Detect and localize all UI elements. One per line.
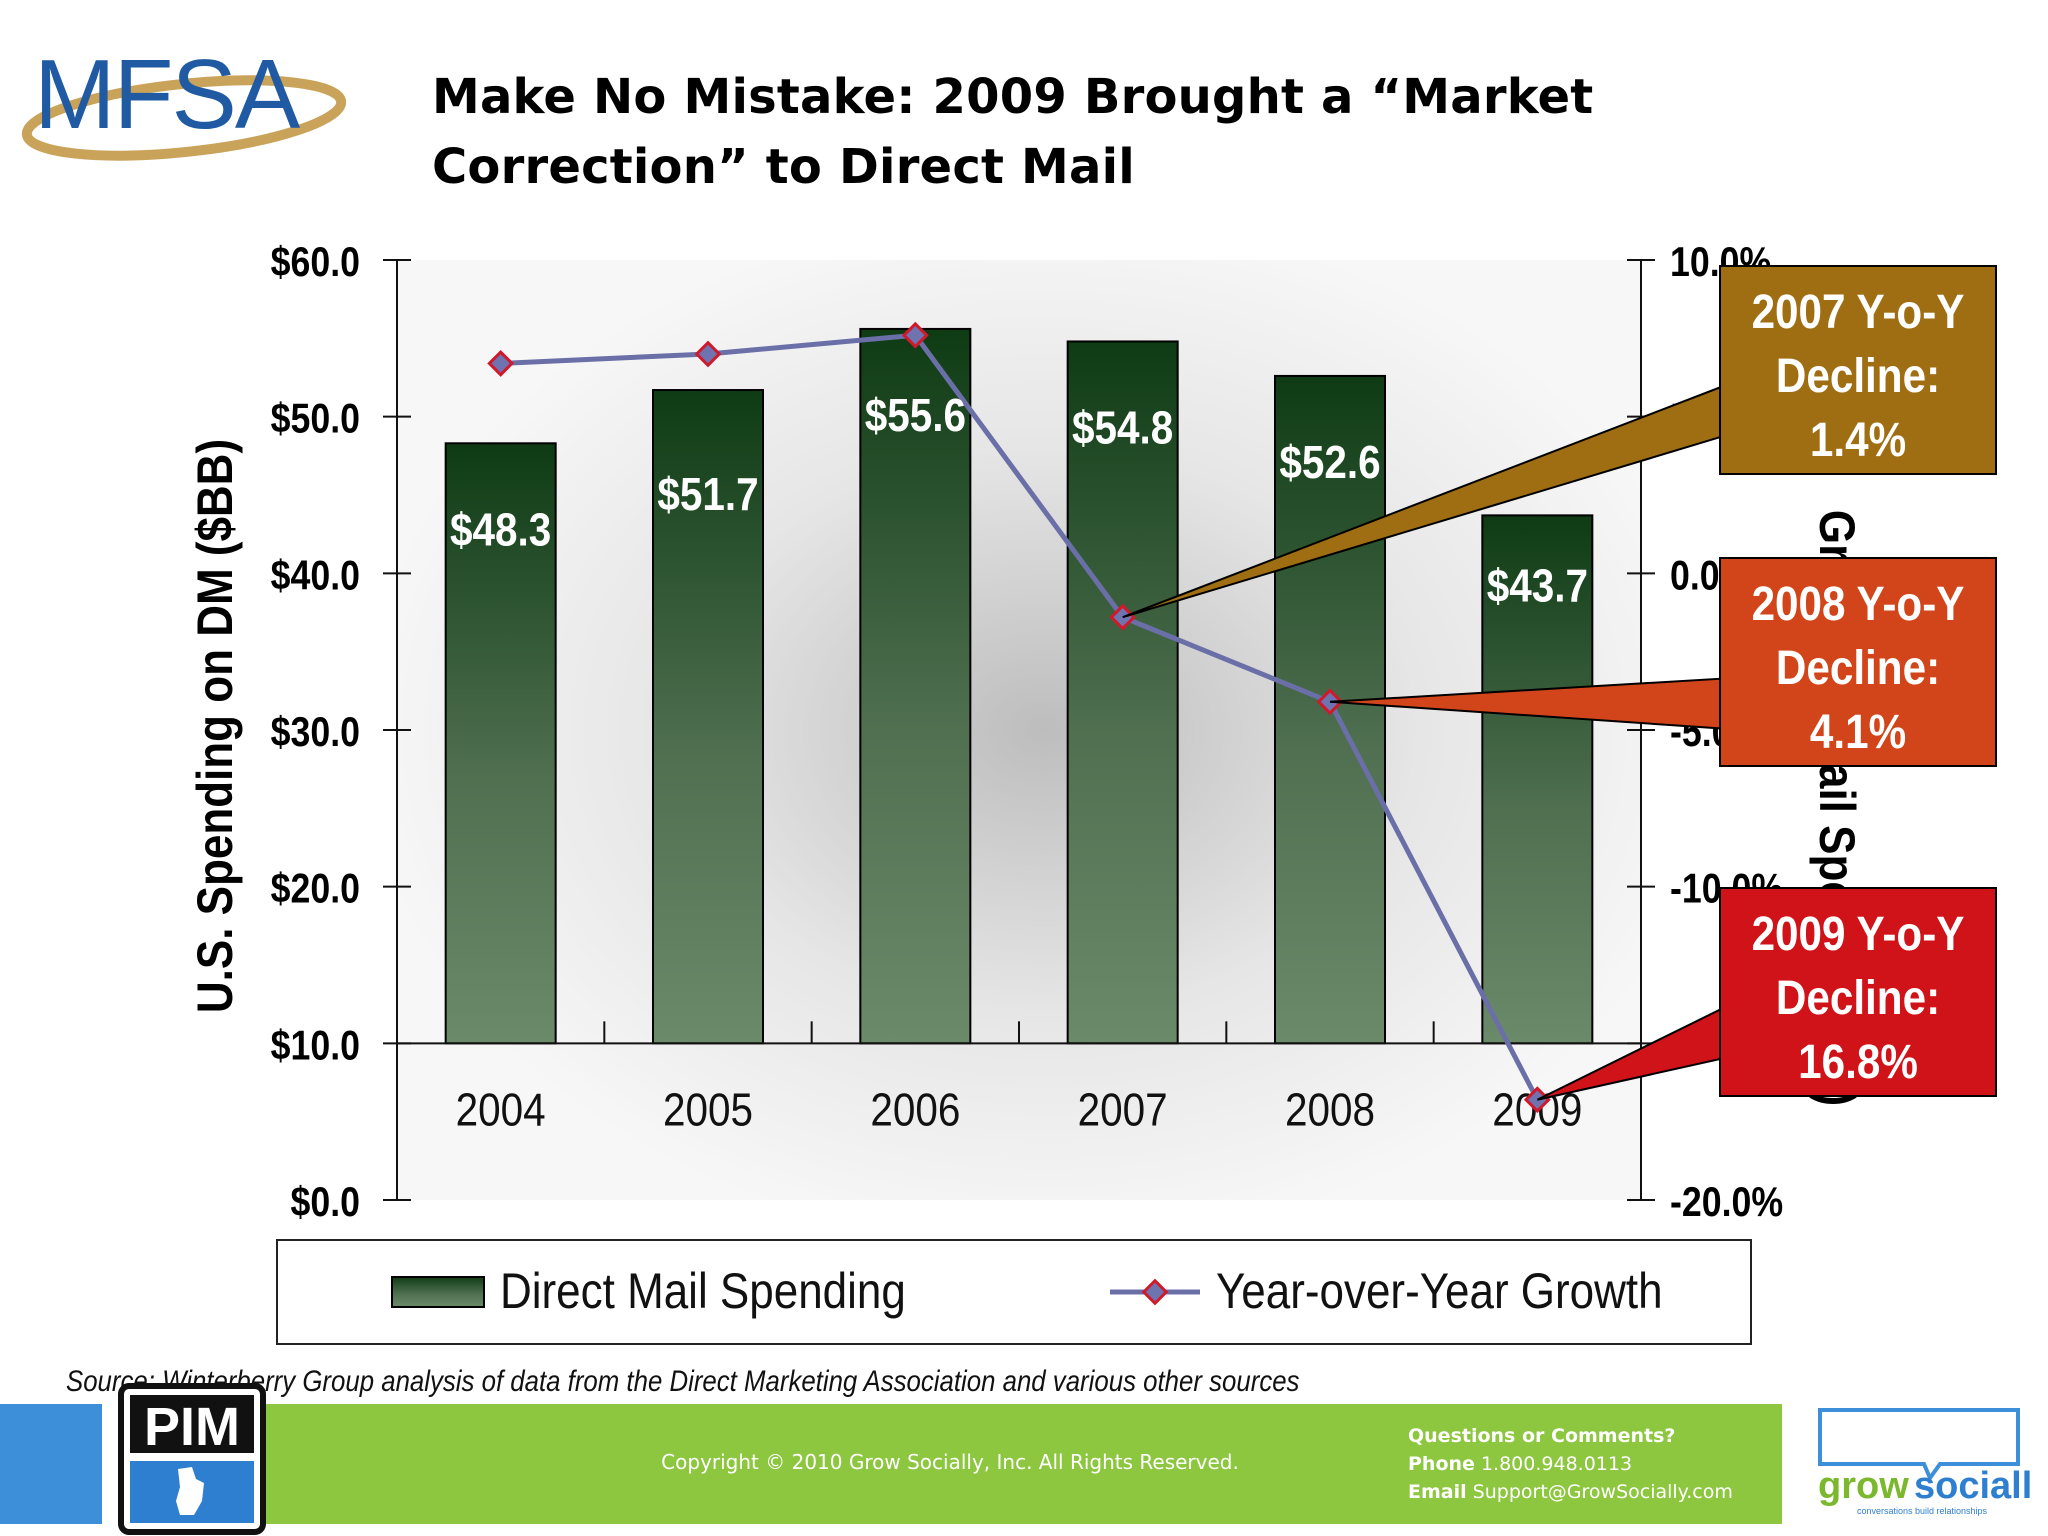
callout-box (1719, 557, 1997, 767)
callout-2008: 2008 Y-o-Y Decline: 4.1% (1329, 557, 1997, 767)
y-tick-label: $0.0 (291, 1179, 360, 1225)
plot-area (397, 260, 1641, 1200)
email-label: Email (1408, 1481, 1467, 1503)
grow-logo-word: grow (1818, 1465, 1909, 1507)
footer-blue-block (0, 1404, 102, 1524)
legend-label-bars: Direct Mail Spending (500, 1262, 906, 1318)
pim-logo: PIM (118, 1383, 266, 1535)
bar-value-label: $48.3 (450, 505, 551, 556)
copyright-text: Copyright © 2010 Grow Socially, Inc. All… (661, 1450, 1239, 1474)
y-tick-label: $10.0 (271, 1023, 360, 1069)
callout-2009: 2009 Y-o-Y Decline: 16.8% (1536, 887, 1997, 1101)
y2-tick-label: -20.0% (1670, 1179, 1783, 1225)
callout-text: 4.1% (1810, 704, 1906, 758)
callout-text: Decline: (1776, 970, 1940, 1024)
y-tick-label: $50.0 (271, 396, 360, 442)
legend-swatch-bars (391, 1276, 485, 1308)
footer-green-bar (122, 1404, 1782, 1524)
legend-swatch-marker (1141, 1278, 1169, 1306)
contact-info: Questions or Comments? Phone 1.800.948.0… (1408, 1422, 1733, 1506)
callout-text: 1.4% (1810, 412, 1906, 466)
growth-point-2005 (694, 340, 722, 368)
y-tick-label: $30.0 (271, 709, 360, 755)
socially-logo-word: socially (1914, 1465, 2032, 1507)
growth-line (500, 332, 1540, 1101)
questions-text: Questions or Comments? (1408, 1425, 1676, 1447)
phone-number[interactable]: 1.800.948.0113 (1480, 1453, 1633, 1475)
mfsa-logo-text: MFSA (34, 39, 301, 149)
bar-value-label: $54.8 (1072, 403, 1173, 454)
y-tick-label: $20.0 (271, 866, 360, 912)
y-tick-label: $60.0 (271, 239, 360, 285)
x-tick-label: 2007 (1078, 1085, 1168, 1136)
x-tick-label: 2008 (1285, 1085, 1375, 1136)
grow-socially-logo: grow socially conversations build relati… (1818, 1408, 2032, 1516)
callout-text: 2007 Y-o-Y (1752, 284, 1965, 338)
bar-value-label: $43.7 (1487, 561, 1588, 612)
x-tick-label: 2004 (456, 1085, 546, 1136)
callout-2007: 2007 Y-o-Y Decline: 1.4% (1122, 265, 1997, 619)
bar-value-label: $52.6 (1279, 438, 1380, 489)
pim-logo-text: PIM (144, 1397, 240, 1457)
callout-text: Decline: (1776, 640, 1940, 694)
legend-label-line: Year-over-Year Growth (1216, 1262, 1663, 1318)
bar-value-label: $51.7 (657, 470, 758, 521)
x-tick-label: 2005 (663, 1085, 753, 1136)
bar-2004 (444, 442, 557, 1045)
grow-logo-tagline: conversations build relationships (1857, 1506, 1988, 1516)
growth-point-2004 (487, 349, 515, 377)
legend-box (276, 1239, 1752, 1345)
callout-text: 2009 Y-o-Y (1752, 906, 1965, 960)
michigan-icon (176, 1467, 204, 1515)
bar-2007 (1066, 340, 1179, 1045)
mfsa-logo: MFSA (21, 39, 347, 161)
growth-point-2006 (901, 321, 929, 349)
phone-label: Phone (1408, 1453, 1475, 1475)
callout-box (1719, 265, 1997, 475)
callout-text: 16.8% (1798, 1034, 1918, 1088)
y-tick-label: $40.0 (271, 553, 360, 599)
bar-2009 (1481, 514, 1594, 1045)
callout-box (1719, 887, 1997, 1097)
x-tick-label: 2006 (870, 1085, 960, 1136)
chart: $60.0$50.0$40.0$30.0$20.0$10.0$0.010.0%5… (186, 239, 1997, 1345)
callout-text: 2008 Y-o-Y (1752, 576, 1965, 630)
bar-2005 (652, 389, 764, 1045)
email-address[interactable]: Support@GrowSocially.com (1472, 1481, 1733, 1503)
source-note: Source: Winterberry Group analysis of da… (66, 1365, 1300, 1398)
slide-title: Make No Mistake: 2009 Brought a “Market … (432, 69, 1594, 195)
y-axis-title: U.S. Spending on DM ($BB) (186, 439, 242, 1013)
bar-value-label: $55.6 (865, 391, 966, 442)
callout-text: Decline: (1776, 348, 1940, 402)
